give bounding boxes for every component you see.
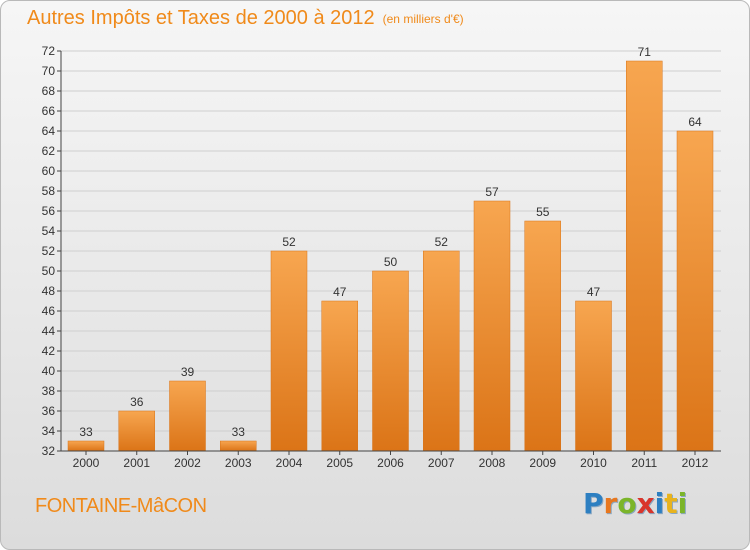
data-label: 55: [536, 205, 550, 219]
bar-2005: [321, 300, 358, 452]
y-tick-label: 46: [42, 304, 56, 318]
y-tick-label: 32: [42, 444, 56, 458]
bar-2008: [473, 200, 511, 452]
x-tick-label: 2007: [428, 456, 455, 470]
x-tick-label: 2008: [479, 456, 506, 470]
y-tick-label: 38: [42, 384, 56, 398]
y-tick-label: 34: [42, 424, 56, 438]
y-tick-label: 44: [42, 324, 56, 338]
logo-letter: r: [603, 487, 618, 520]
y-tick-label: 72: [42, 44, 56, 58]
data-label: 57: [485, 185, 499, 199]
x-tick-label: 2002: [174, 456, 201, 470]
y-tick-label: 36: [42, 404, 56, 418]
bar-2009: [524, 220, 561, 452]
y-tick-label: 52: [42, 244, 56, 258]
x-axis-ticks: 2000 2001 2002 2003 2004 2005 2006 2007 2008 2009…: [73, 451, 709, 470]
city-name: FONTAINE-MâCON: [35, 495, 207, 517]
logo-letter: o: [617, 487, 637, 520]
data-label: 50: [384, 255, 398, 269]
bar-2001: [118, 410, 155, 452]
y-tick-label: 56: [42, 204, 56, 218]
y-tick-label: 40: [42, 364, 56, 378]
data-label: 39: [181, 365, 195, 379]
bar-2000: [67, 440, 105, 452]
x-tick-label: 2003: [225, 456, 252, 470]
x-tick-label: 2011: [631, 456, 657, 470]
x-tick-label: 2012: [682, 456, 709, 470]
data-label: 47: [587, 285, 601, 299]
bar-2011: [626, 60, 663, 452]
logo-letter: t: [664, 487, 678, 520]
chart-unit: (en milliers d'€): [382, 11, 464, 26]
logo-letter: x: [636, 487, 655, 520]
data-label: 36: [130, 395, 144, 409]
data-label: 33: [232, 425, 246, 439]
x-tick-label: 2004: [276, 456, 303, 470]
bar-2012: [676, 130, 714, 452]
y-tick-label: 48: [42, 284, 56, 298]
bar-2010: [575, 300, 612, 452]
bar-2007: [423, 250, 460, 452]
data-label: 64: [688, 115, 702, 129]
bar-2006: [372, 270, 409, 452]
data-label: 52: [435, 235, 449, 249]
y-tick-label: 42: [42, 344, 56, 358]
y-tick-label: 64: [42, 124, 56, 138]
y-tick-label: 54: [42, 224, 56, 238]
x-tick-label: 2006: [377, 456, 404, 470]
x-tick-label: 2009: [529, 456, 556, 470]
logo-letter: P: [583, 487, 604, 520]
y-tick-label: 62: [42, 144, 56, 158]
y-axis-ticks: 32 34 36 38 40 42 44 46 48 50 52 54 56 58 60 62 64 66 68 70…: [42, 44, 61, 458]
data-labels: 33 36 39 33 52 47 50 52 57 55 47 71 64: [79, 45, 702, 439]
logo-letter: i: [677, 487, 688, 520]
data-label: 52: [282, 235, 296, 249]
logo-letter: i: [654, 487, 665, 520]
y-tick-label: 50: [42, 264, 56, 278]
x-tick-label: 2001: [123, 456, 150, 470]
bar-2002: [169, 380, 206, 452]
data-label: 47: [333, 285, 347, 299]
chart-title: Autres Impôts et Taxes de 2000 à 2012 (en…: [27, 7, 464, 30]
bars: [67, 60, 714, 452]
data-label: 33: [79, 425, 93, 439]
data-label: 71: [638, 45, 652, 59]
bar-2004: [270, 250, 308, 452]
y-tick-label: 58: [42, 184, 56, 198]
y-tick-label: 70: [42, 64, 56, 78]
chart-title-text: Autres Impôts et Taxes de 2000 à 2012: [27, 7, 375, 29]
y-tick-label: 60: [42, 164, 56, 178]
bar-2003: [220, 440, 257, 452]
x-tick-label: 2005: [326, 456, 353, 470]
x-tick-label: 2010: [580, 456, 607, 470]
x-tick-label: 2000: [73, 456, 100, 470]
proxiti-logo: Proxiti: [583, 487, 687, 520]
y-tick-label: 66: [42, 104, 56, 118]
y-tick-label: 68: [42, 84, 56, 98]
